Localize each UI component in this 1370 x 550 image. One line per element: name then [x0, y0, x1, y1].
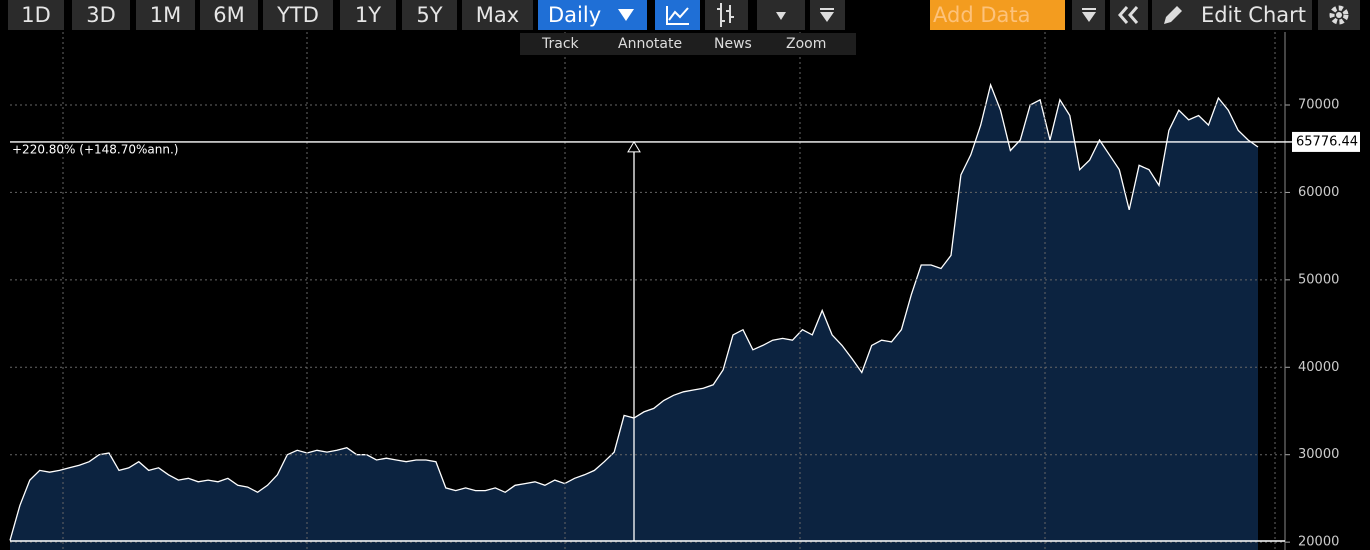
y-tick-label: 60000 [1298, 185, 1339, 200]
range-button[interactable]: 5Y [402, 0, 457, 30]
range-button[interactable]: YTD [263, 0, 333, 30]
zoom-tool[interactable]: Zoom [764, 33, 856, 55]
range-button[interactable]: 3D [72, 0, 130, 30]
range-button[interactable]: 1D [8, 0, 64, 30]
news-tool[interactable]: News [692, 33, 782, 55]
annotate-tool[interactable]: Annotate [596, 33, 710, 55]
ohlc-icon [717, 3, 734, 27]
dropdown-icon [776, 12, 786, 20]
line-icon [666, 6, 689, 25]
filter-button[interactable] [1072, 0, 1105, 30]
line-chart-button[interactable] [655, 0, 700, 30]
bar-chart-button[interactable] [705, 0, 748, 30]
collapse-button[interactable] [1110, 0, 1148, 30]
menu-button[interactable] [757, 0, 805, 30]
arrow-head [627, 140, 641, 153]
filter-button[interactable] [810, 0, 845, 30]
area-fill [10, 84, 1258, 550]
filter-icon [820, 8, 834, 22]
track-tool[interactable]: Track [520, 33, 614, 55]
last-value-box [1292, 131, 1360, 152]
edit-label: Edit Chart [1200, 3, 1306, 27]
edit-chart-button[interactable]: Edit Chart [1152, 0, 1312, 30]
gear-icon [1329, 5, 1349, 25]
period-button[interactable]: Daily [538, 0, 647, 30]
change-annotation: +220.80% (+148.70%ann.) [12, 142, 178, 156]
y-tick-label: 70000 [1298, 98, 1339, 113]
range-button[interactable]: 1M [136, 0, 195, 30]
y-tick-label: 30000 [1298, 447, 1339, 462]
collapse-icon [1118, 6, 1139, 24]
pencil-icon [1164, 6, 1182, 24]
range-button[interactable]: 6M [200, 0, 258, 30]
range-button[interactable]: Max [462, 0, 533, 30]
period-label: Daily [548, 3, 602, 27]
filter-icon [1082, 8, 1096, 22]
y-tick-label: 40000 [1298, 360, 1339, 375]
last-value-label: 65776.44 [1296, 134, 1358, 149]
y-tick-label: 20000 [1298, 535, 1339, 550]
add-data-input[interactable]: Add Data [930, 0, 1065, 30]
range-button[interactable]: 1Y [340, 0, 396, 30]
settings-button[interactable] [1318, 0, 1360, 30]
y-tick-label: 50000 [1298, 272, 1339, 287]
dropdown-icon [618, 9, 634, 21]
